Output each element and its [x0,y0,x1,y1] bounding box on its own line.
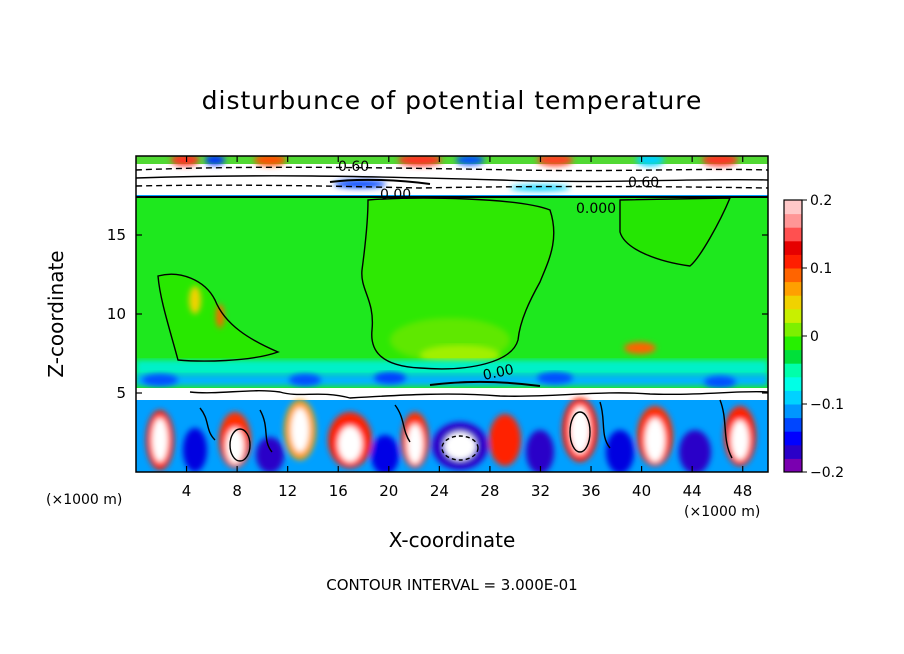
contour-label: 0.00 [380,187,411,203]
colorbar-swatch [784,268,802,283]
colorbar-swatch [784,200,802,215]
y-tick-label: 15 [107,226,126,244]
x-axis-label: X-coordinate [388,528,516,552]
colorbar-swatch [784,444,802,459]
colorbar-swatch [784,404,802,419]
contour-label: 0.00 [482,362,516,384]
y-tick-label: 5 [116,384,126,402]
x-unit-right: (×1000 m) [684,504,761,520]
x-tick-label: 32 [531,482,550,500]
x-tick-label: 20 [379,482,398,500]
x-tick-label: 24 [430,482,449,500]
colorbar-swatch [784,240,802,255]
contour-interval-note: CONTOUR INTERVAL = 3.000E-01 [326,576,578,594]
contour-label-group: 0.60 0.00 0.60 0.000 0.00 [338,159,659,384]
x-tick-label: 44 [683,482,702,500]
colorbar-tick-label: 0 [810,329,819,345]
heatmap-field [136,156,768,472]
colorbar-swatch [784,336,802,351]
colorbar-tick-label: 0.2 [810,193,832,209]
colorbar-swatch [784,308,802,323]
colorbar-swatch [784,295,802,310]
x-unit-left: (×1000 m) [46,492,123,508]
colorbar-tick-label: −0.1 [810,397,844,413]
x-tick-label: 12 [278,482,297,500]
contour-lines [136,166,768,462]
colorbar-swatch [784,349,802,364]
colorbar-swatch [784,363,802,378]
chart-title: disturbunce of potential temperature [201,86,703,115]
colorbar-tick-label: −0.2 [810,465,844,481]
colorbar-swatch [784,227,802,242]
colorbar-swatch [784,322,802,337]
contour-label: 0.60 [338,159,369,175]
colorbar-tick-label: 0.1 [810,261,832,277]
x-tick-label: 48 [733,482,752,500]
colorbar-swatch [784,458,802,473]
colorbar-swatch [784,417,802,432]
colorbar-swatch [784,390,802,405]
x-tick-label: 8 [232,482,242,500]
contour-label: 0.000 [576,201,616,217]
colorbar-swatch [784,213,802,228]
x-tick-label: 4 [182,482,192,500]
y-tick-label: 10 [107,305,126,323]
colorbar-swatch [784,376,802,391]
contour-label: 0.60 [628,175,659,191]
x-tick-label: 16 [329,482,348,500]
x-tick-label: 40 [632,482,651,500]
x-tick-label: 28 [480,482,499,500]
colorbar-swatch [784,281,802,296]
x-tick-label: 36 [581,482,600,500]
colorbar-swatch [784,254,802,269]
colorbar-swatch [784,431,802,446]
colorbar: 0.2 0.1 0 −0.1 −0.2 [783,193,844,481]
